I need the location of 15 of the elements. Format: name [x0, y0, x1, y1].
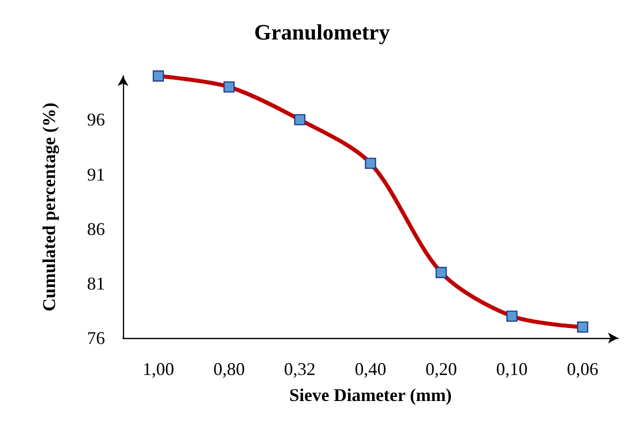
x-tick-label: 0,10 [496, 359, 528, 379]
x-tick-label: 0,20 [425, 359, 457, 379]
x-tick-label: 0,40 [354, 359, 386, 379]
y-tick-label: 81 [87, 273, 105, 294]
y-tick-label: 86 [87, 218, 105, 239]
y-tick-label: 91 [87, 164, 105, 184]
x-tick-label: 0,32 [284, 359, 316, 379]
y-tick-label: 76 [87, 328, 105, 348]
x-tick-label: 0,80 [213, 359, 245, 379]
x-tick-label: 0,06 [566, 359, 598, 379]
x-tick-label: 1,00 [142, 359, 174, 379]
y-tick-label: 96 [87, 110, 105, 130]
x-axis-title: Sieve Diameter (mm) [289, 385, 452, 405]
y-axis-title: Cumulated percentage (%) [39, 102, 59, 312]
chart-title: Granulometry [254, 20, 390, 44]
